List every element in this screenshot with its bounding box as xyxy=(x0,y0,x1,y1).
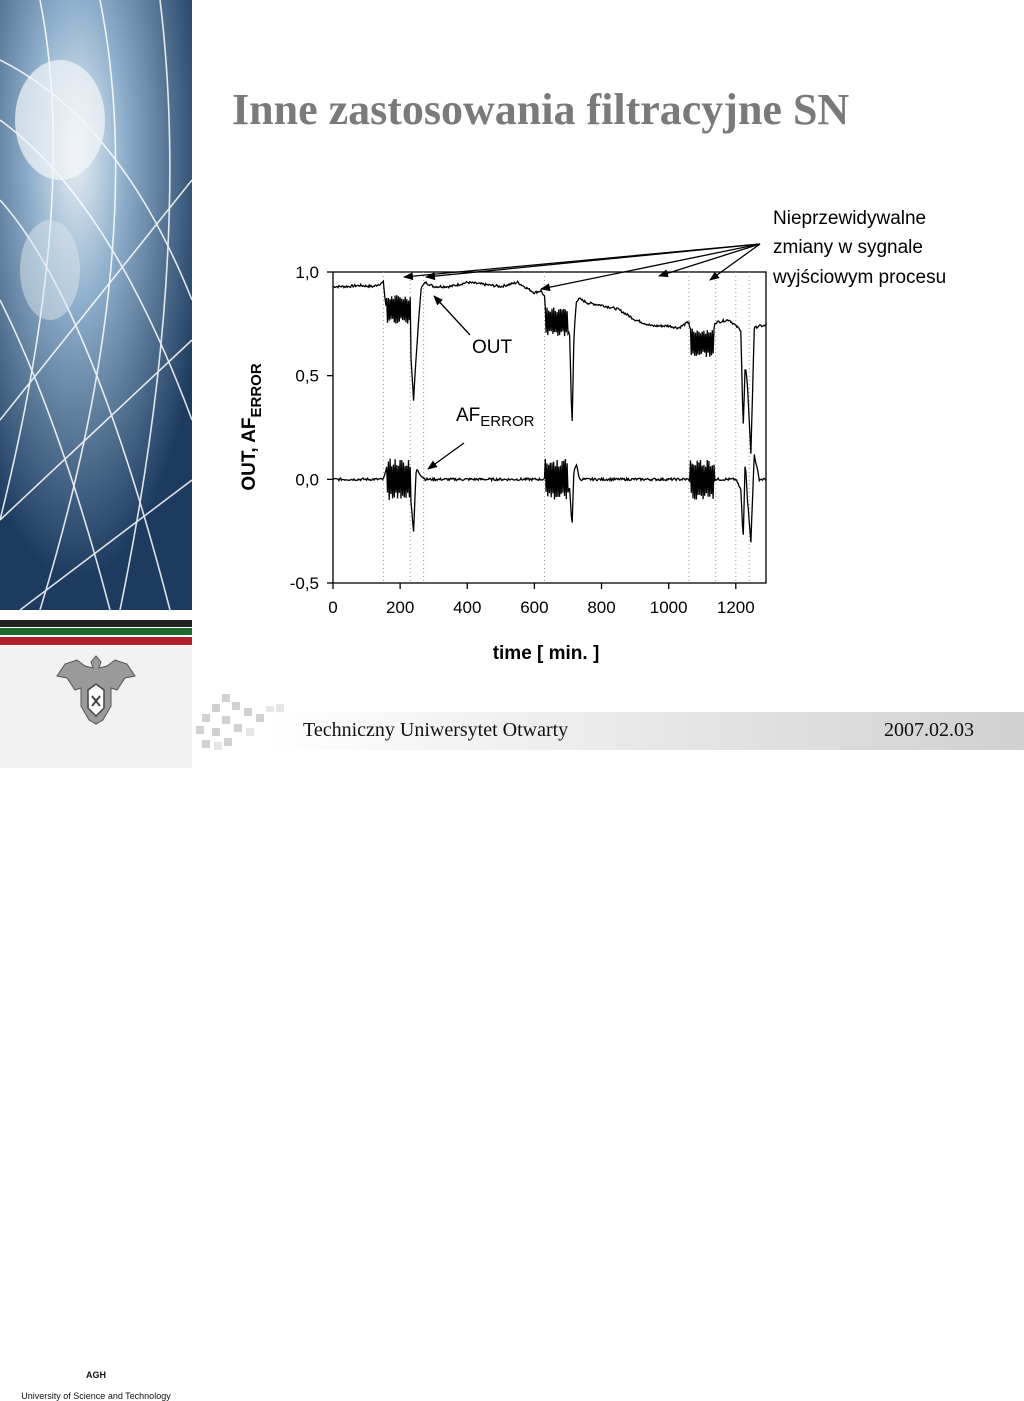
y-axis-label-sub: ERROR xyxy=(248,363,265,417)
x-tick-label: 1200 xyxy=(717,598,755,617)
footer-date: 2007.02.03 xyxy=(884,719,974,741)
agh-logo-text: AGH xyxy=(86,1370,106,1380)
annotation-line-2: zmiany w sygnale xyxy=(773,237,923,258)
y-tick-label: -0,5 xyxy=(290,574,319,593)
chart: -0,5 0,0 0,5 1,0 0 200 400 600 800 1000 1200 time… xyxy=(239,208,946,664)
stripe-green xyxy=(0,628,192,635)
slide-title: Inne zastosowania filtracyjne SN xyxy=(232,85,850,134)
x-tick-label: 600 xyxy=(520,598,548,617)
annotation-line-1: Nieprzewidywalne xyxy=(773,208,926,229)
annotation-line-3: wyjściowym procesu xyxy=(772,267,946,288)
footer-bar xyxy=(266,712,1024,750)
x-tick-label: 200 xyxy=(386,598,414,617)
annotation-arrow xyxy=(540,243,761,292)
annotation-arrow xyxy=(709,243,761,281)
af-label-arrow xyxy=(427,442,465,470)
x-tick-label: 800 xyxy=(587,598,615,617)
af-label-sub: ERROR xyxy=(480,413,534,430)
agh-full-name: University of Science and Technology xyxy=(21,1391,171,1401)
annotation-arrow xyxy=(425,243,761,281)
agh-eagle-logo xyxy=(56,655,136,725)
y-axis-label: OUT, AFERROR xyxy=(239,363,265,491)
stripe-black xyxy=(0,620,192,627)
footer-organization: Techniczny Uniwersytet Otwarty xyxy=(303,719,569,741)
annotation-arrow xyxy=(658,243,761,278)
series-line-out xyxy=(332,279,767,454)
logo-panel: AGH University of Science and Technology xyxy=(0,646,192,1401)
stripe-red xyxy=(0,637,192,645)
out-label-arrow xyxy=(433,295,471,336)
af-error-series-label: AFERROR xyxy=(456,405,535,430)
x-tick-label: 400 xyxy=(453,598,481,617)
x-tick-label: 0 xyxy=(328,598,337,617)
x-tick-label: 1000 xyxy=(650,598,688,617)
y-tick-label: 0,0 xyxy=(295,470,319,489)
x-axis-label: time [ min. ] xyxy=(493,643,600,664)
decorative-background-image xyxy=(0,0,192,610)
footer-pixel-decoration xyxy=(196,694,284,750)
y-tick-label: 0,5 xyxy=(295,367,319,386)
af-label-main: AF xyxy=(456,405,480,426)
y-tick-label: 1,0 xyxy=(295,263,319,282)
out-series-label: OUT xyxy=(472,337,513,358)
series-line-af xyxy=(332,454,767,543)
y-axis-label-main: OUT, AF xyxy=(239,417,260,490)
